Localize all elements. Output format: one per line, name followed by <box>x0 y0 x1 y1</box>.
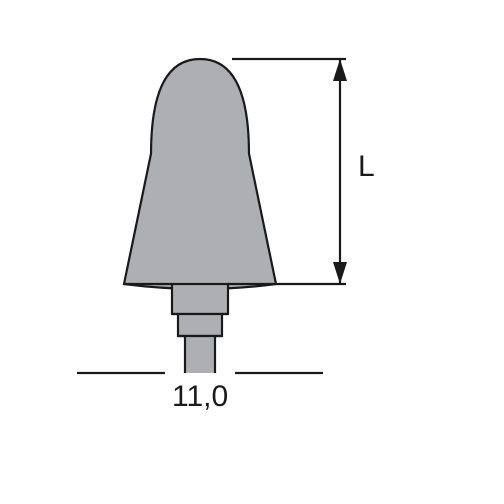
diagram-canvas: L 11,0 <box>0 0 504 504</box>
dimension-label-bottom: 11,0 <box>172 380 228 414</box>
collar <box>172 284 228 314</box>
bur-head <box>124 59 276 289</box>
arrowhead-top <box>333 59 347 81</box>
step <box>178 314 222 336</box>
shank-fill <box>185 336 215 373</box>
dimension-label-vertical: L <box>358 150 375 184</box>
technical-drawing-svg <box>0 0 504 504</box>
arrowhead-bottom <box>333 262 347 284</box>
